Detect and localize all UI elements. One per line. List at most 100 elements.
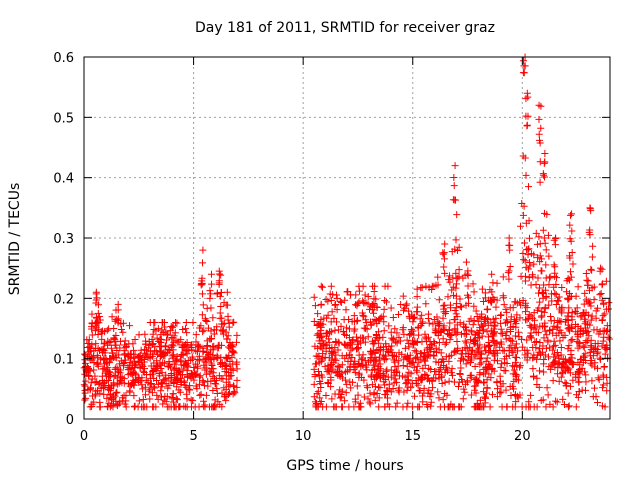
data-point [439,396,447,404]
data-point [580,352,588,360]
data-point [347,346,355,354]
data-point [182,403,190,411]
data-point [413,285,421,293]
data-point [199,246,207,254]
data-point [435,394,443,402]
data-point [584,328,592,336]
data-point [448,365,456,373]
data-point [463,270,471,278]
data-point [523,304,531,312]
data-point [545,281,553,289]
data-point [310,380,318,388]
data-point [596,291,604,299]
data-point [219,326,227,334]
data-point [530,403,538,411]
data-point [536,298,544,306]
data-point [452,304,460,312]
data-point [482,357,490,365]
data-point [564,275,572,283]
data-point [467,315,475,323]
data-point [533,381,541,389]
data-point [411,347,419,355]
data-point [189,318,197,326]
data-point [360,393,368,401]
data-point [598,265,606,273]
data-point [587,302,595,310]
data-point [553,398,561,406]
data-point [124,363,132,371]
data-point [579,359,587,367]
data-point [566,382,574,390]
data-point [215,277,223,285]
data-point [209,314,217,322]
data-point [150,403,158,411]
data-point [538,307,546,315]
data-point [517,335,525,343]
data-point [403,372,411,380]
data-point [575,388,583,396]
data-point [492,314,500,322]
data-point [196,343,204,351]
data-point [565,402,573,410]
data-point [536,252,544,260]
data-point [355,298,363,306]
data-point [331,344,339,352]
data-point [403,378,411,386]
data-point [441,378,449,386]
data-point [317,330,325,338]
data-point [329,365,337,373]
data-point [462,301,470,309]
data-point [364,395,372,403]
data-point [413,308,421,316]
data-point [209,372,217,380]
data-point [522,171,530,179]
data-point [341,397,349,405]
data-point [399,292,407,300]
data-point [110,353,118,361]
data-point [155,370,163,378]
data-point [328,395,336,403]
data-point [369,337,377,345]
data-point [130,403,138,411]
data-point [445,331,453,339]
data-point [382,355,390,363]
data-point [393,399,401,407]
data-point [522,316,530,324]
data-point [213,389,221,397]
data-point [181,381,189,389]
data-point [485,370,493,378]
data-point [108,395,116,403]
data-point [546,327,554,335]
data-point [142,376,150,384]
data-point [374,334,382,342]
data-point [492,346,500,354]
data-point [539,170,547,178]
data-point [199,378,207,386]
data-point [224,332,232,340]
data-point [354,316,362,324]
data-point [347,384,355,392]
data-point [382,376,390,384]
data-point [365,358,373,366]
data-point [201,364,209,372]
data-point [322,392,330,400]
data-point [521,62,529,70]
data-point [88,354,96,362]
data-point [567,268,575,276]
data-point [523,121,531,129]
data-point [455,383,462,391]
data-point [355,351,363,359]
data-point [322,295,330,303]
data-point [599,312,607,320]
data-point [226,344,234,352]
data-point [315,337,323,345]
data-point [488,365,496,373]
data-point [373,389,381,397]
data-point [584,311,592,319]
data-point [169,324,177,332]
data-point [157,387,165,395]
data-point [358,309,366,317]
data-point [487,296,495,304]
data-point [565,356,573,364]
data-point [173,370,181,378]
